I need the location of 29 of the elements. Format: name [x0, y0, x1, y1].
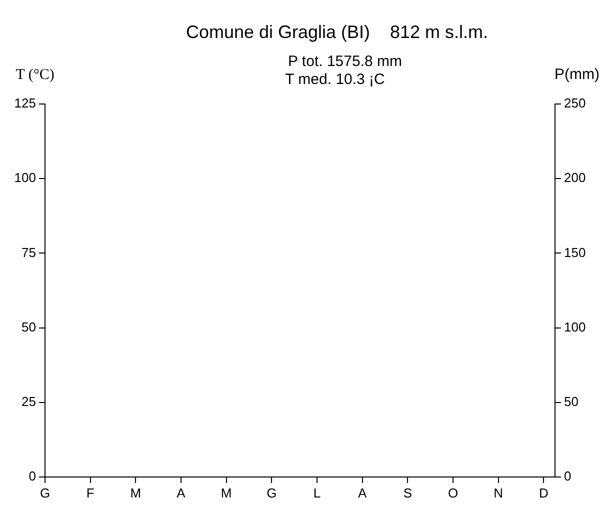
text: T med. 10.3 ¡C	[285, 71, 386, 88]
y-axis-title: T (°C)	[16, 66, 54, 83]
x-tick-label: O	[448, 485, 458, 500]
y-tick-label: 50	[22, 319, 36, 334]
x-tick-label: F	[86, 485, 94, 500]
x-tick-label: L	[313, 485, 321, 500]
y2-tick-label: 150	[564, 244, 586, 260]
x-tick-label: G	[266, 485, 277, 500]
x-tick-label: M	[220, 485, 232, 500]
x-tick-label: A	[176, 485, 186, 500]
x-tick-label: N	[494, 485, 504, 500]
y-tick-label: 75	[22, 244, 36, 260]
x-tick-label: M	[130, 485, 142, 500]
y2-tick-label: 0	[564, 468, 572, 484]
x-tick-label: S	[403, 485, 412, 500]
y-tick-label: 25	[22, 394, 36, 409]
y-tick-label: 0	[28, 468, 36, 484]
y2-tick-label: 200	[564, 170, 586, 186]
x-tick-label: D	[538, 485, 548, 500]
x-tick-label: A	[358, 485, 367, 500]
y2-tick-label: 50	[564, 394, 578, 409]
y-tick-label: 100	[14, 170, 36, 186]
y2-tick-label: 100	[564, 319, 586, 334]
x-tick-label: G	[40, 485, 50, 500]
chart-title: Comune di Graglia (BI) 812 m s.l.m.	[186, 22, 488, 42]
y2-axis-title: P(mm)	[554, 66, 600, 84]
y2-tick-label: 250	[564, 96, 586, 111]
y-tick-label: 125	[14, 96, 36, 111]
text: P tot. 1575.8 mm	[288, 53, 402, 70]
